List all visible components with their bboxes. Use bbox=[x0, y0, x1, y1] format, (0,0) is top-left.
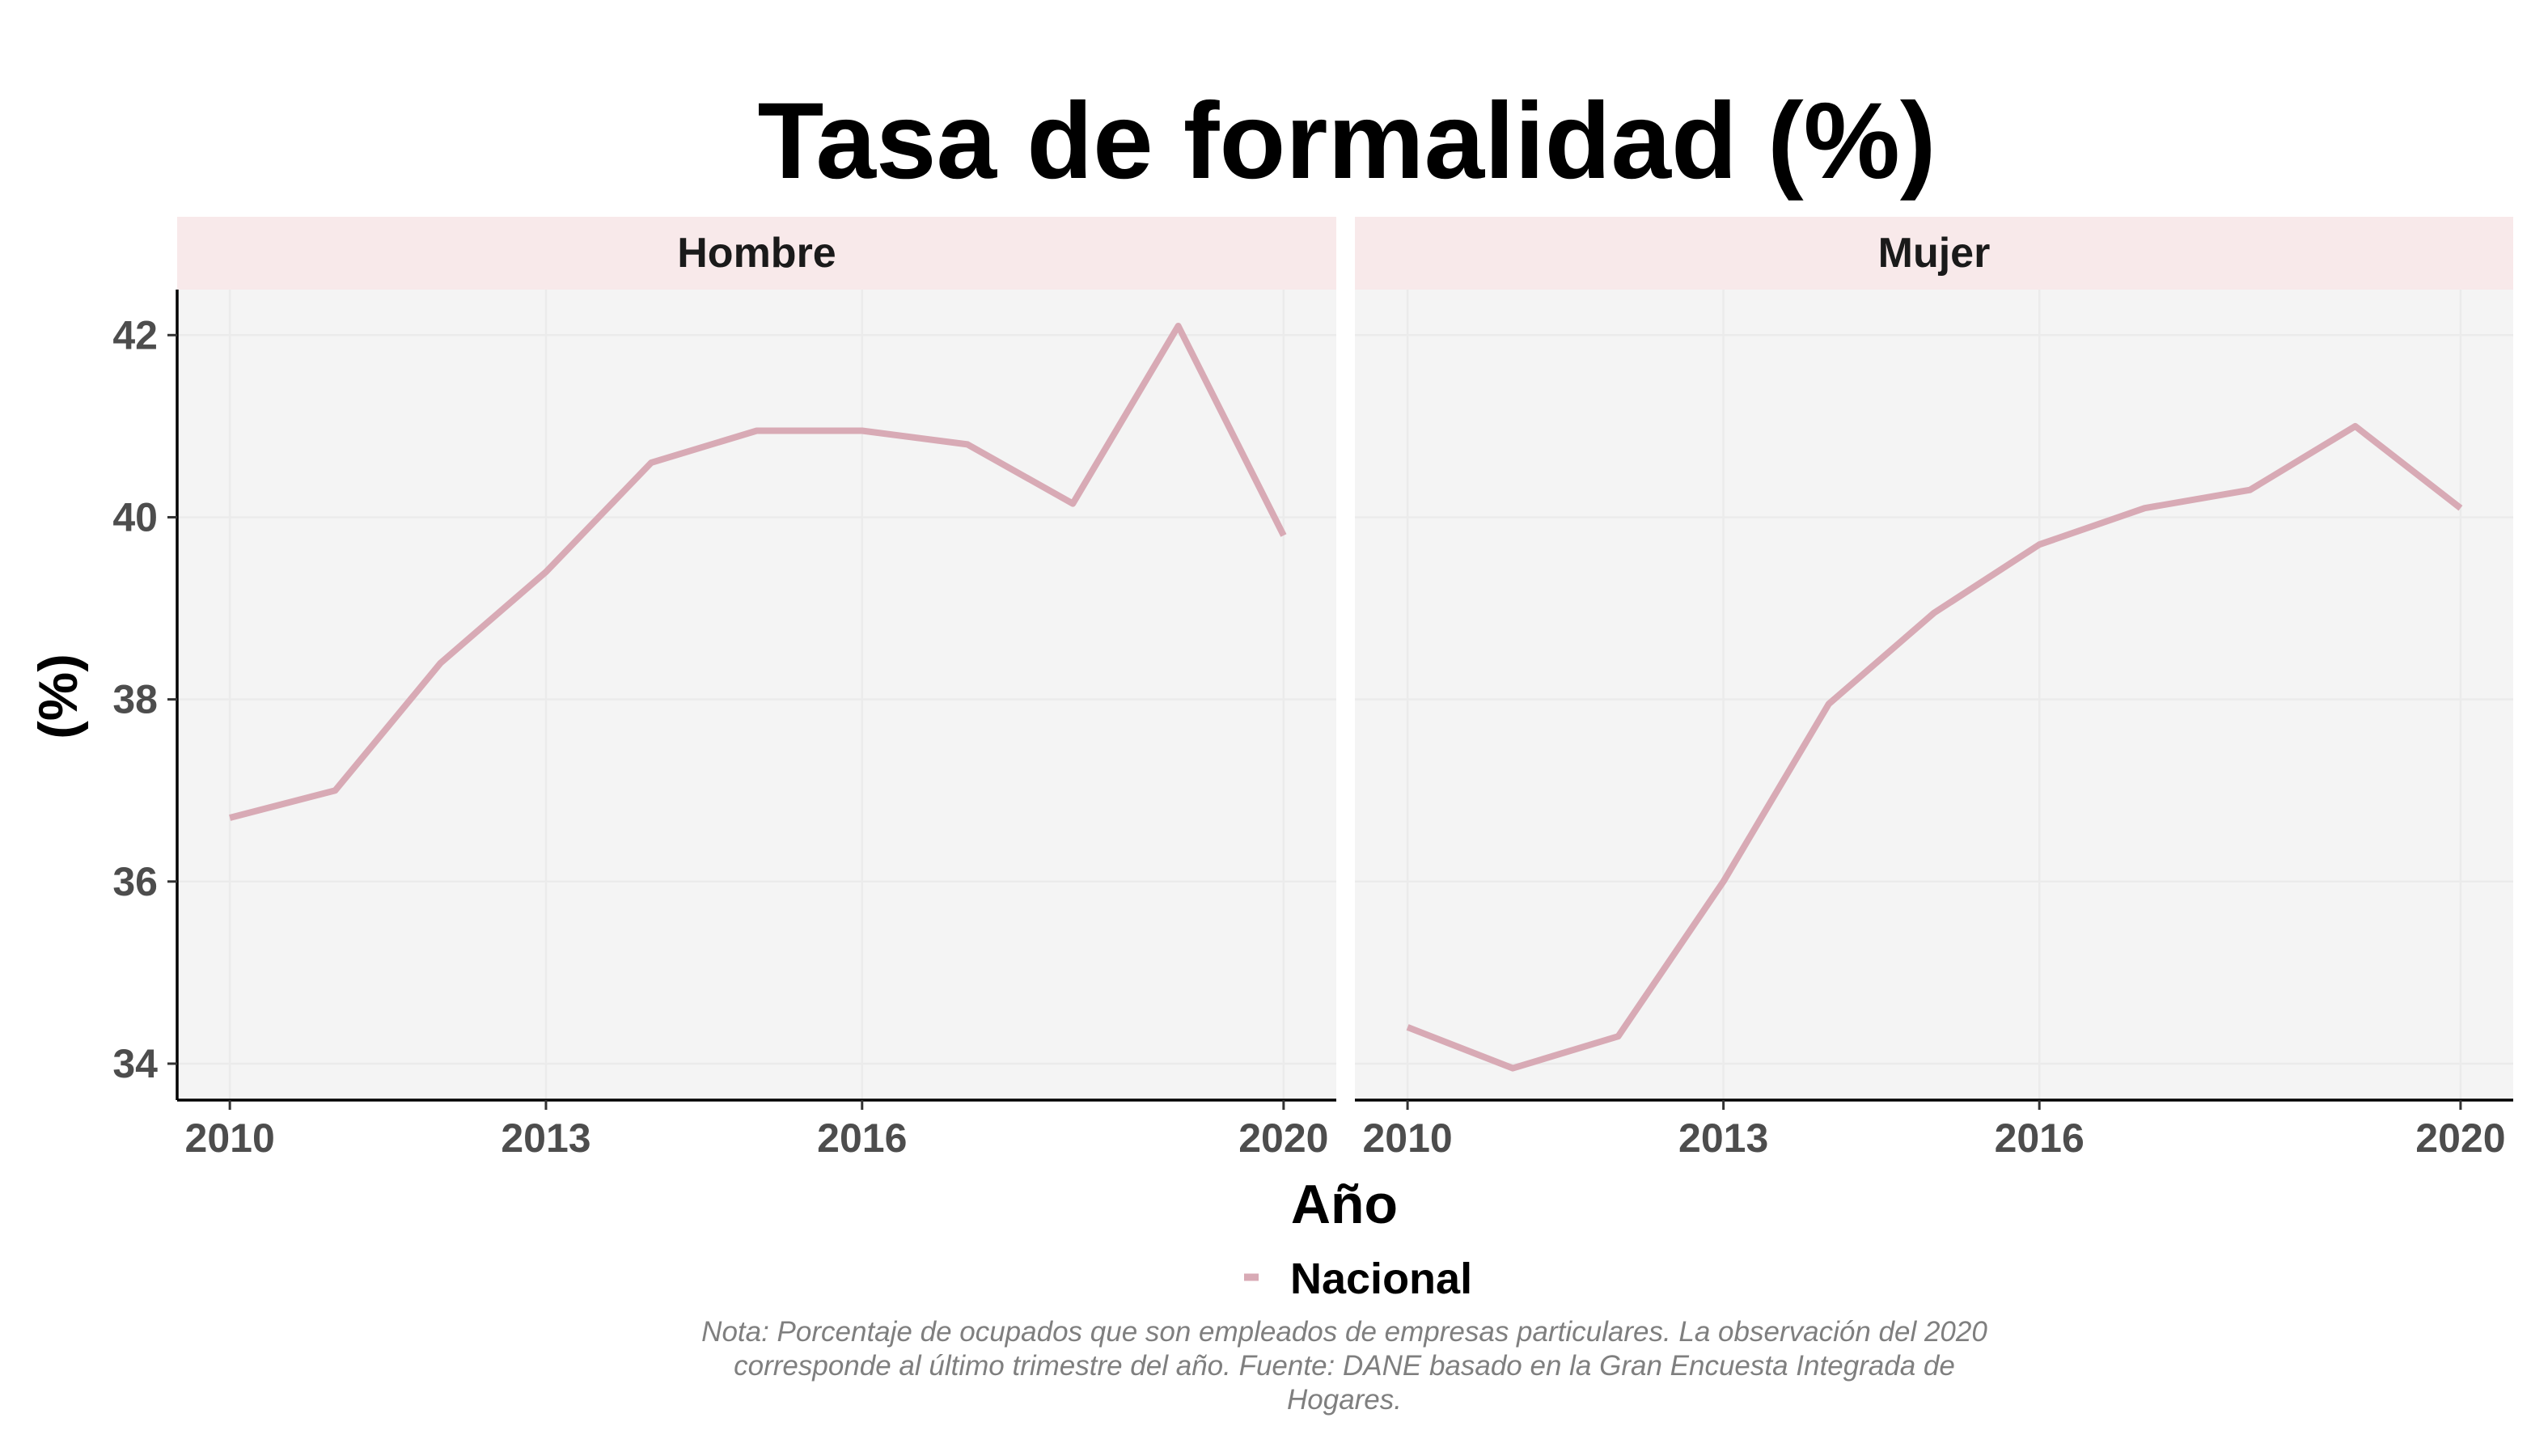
panels: Hombre 2010 2013 2016 2020 34 36 38 40 42 Mujer 201… bbox=[112, 217, 2513, 1161]
x-tick-label: 2020 bbox=[1238, 1115, 1328, 1161]
y-tick-label: 38 bbox=[112, 677, 158, 722]
x-tick-label: 2013 bbox=[1678, 1115, 1768, 1161]
caption-line-3: Hogares. bbox=[1287, 1384, 1402, 1416]
x-tick-label: 2016 bbox=[1995, 1115, 2085, 1161]
legend-label-nacional: Nacional bbox=[1290, 1255, 1472, 1303]
plot-background-hombre bbox=[177, 290, 1336, 1100]
caption-line-1: Nota: Porcentaje de ocupados que son emp… bbox=[701, 1316, 1987, 1348]
legend: Nacional bbox=[1244, 1255, 1472, 1303]
series-line-nacional bbox=[1406, 422, 2463, 1072]
y-tick-label: 36 bbox=[112, 859, 158, 904]
series-line-nacional bbox=[229, 323, 1287, 821]
x-tick-label: 2010 bbox=[1362, 1115, 1452, 1161]
plot-background-mujer bbox=[1355, 290, 2513, 1100]
caption-line-2: corresponde al último trimestre del año.… bbox=[734, 1350, 1955, 1382]
caption: Nota: Porcentaje de ocupados que son emp… bbox=[701, 1316, 1987, 1416]
x-axis-title: Año bbox=[1291, 1174, 1398, 1235]
strip-mujer bbox=[1355, 217, 2513, 290]
x-tick-label: 2020 bbox=[2415, 1115, 2505, 1161]
chart-title: Tasa de formalidad (%) bbox=[758, 81, 1936, 201]
y-tick-label: 34 bbox=[112, 1041, 158, 1086]
y-tick-label: 42 bbox=[112, 312, 158, 358]
x-tick-label: 2013 bbox=[501, 1115, 590, 1161]
strip-hombre bbox=[177, 217, 1336, 290]
x-tick-label: 2016 bbox=[817, 1115, 907, 1161]
y-axis-title: (%) bbox=[28, 654, 89, 739]
x-tick-label: 2010 bbox=[185, 1115, 275, 1161]
panel-mujer: Mujer 2010 2013 2016 2020 bbox=[1355, 217, 2513, 1161]
strip-label-mujer: Mujer bbox=[1878, 230, 1991, 277]
y-tick-label: 40 bbox=[112, 494, 158, 540]
strip-label-hombre: Hombre bbox=[677, 230, 836, 277]
panel-hombre: Hombre 2010 2013 2016 2020 34 36 38 40 42 bbox=[112, 217, 1336, 1161]
